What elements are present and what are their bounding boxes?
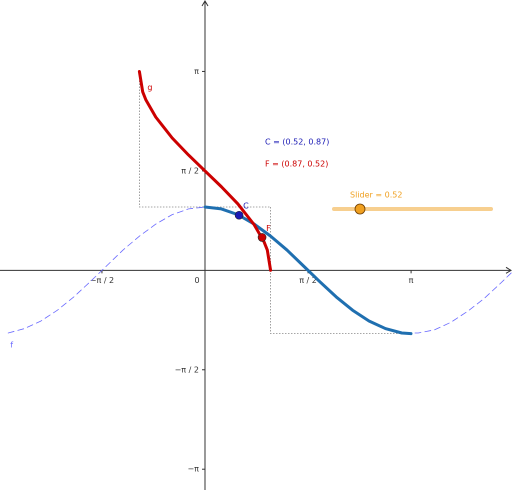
y-tick-label: π / 2 bbox=[181, 166, 199, 175]
y-tick-label: −π / 2 bbox=[175, 365, 199, 374]
curve-label: f bbox=[10, 340, 13, 349]
x-tick-label: −π / 2 bbox=[90, 276, 114, 285]
y-tick-label: −π bbox=[187, 465, 199, 474]
curve bbox=[137, 70, 273, 272]
curve-label: g bbox=[147, 83, 152, 92]
x-axis-arrow bbox=[505, 266, 512, 274]
annotation: F = (0.87, 0.52) bbox=[265, 160, 328, 169]
slider-knob[interactable] bbox=[354, 203, 366, 215]
slider-label: Slider = 0.52 bbox=[350, 191, 402, 200]
y-tick-label: π bbox=[194, 67, 199, 76]
point-label: C bbox=[243, 202, 249, 211]
guide-line bbox=[270, 207, 411, 335]
annotation: C = (0.52, 0.87) bbox=[265, 138, 329, 147]
x-tick-label: π bbox=[409, 276, 414, 285]
point[interactable] bbox=[234, 210, 244, 220]
y-axis-arrow bbox=[201, 0, 209, 7]
point[interactable] bbox=[257, 233, 267, 242]
point-label: F bbox=[266, 224, 271, 233]
x-tick-label: π / 2 bbox=[299, 276, 317, 285]
origin-label: 0 bbox=[194, 276, 199, 285]
guide-line bbox=[138, 71, 271, 208]
